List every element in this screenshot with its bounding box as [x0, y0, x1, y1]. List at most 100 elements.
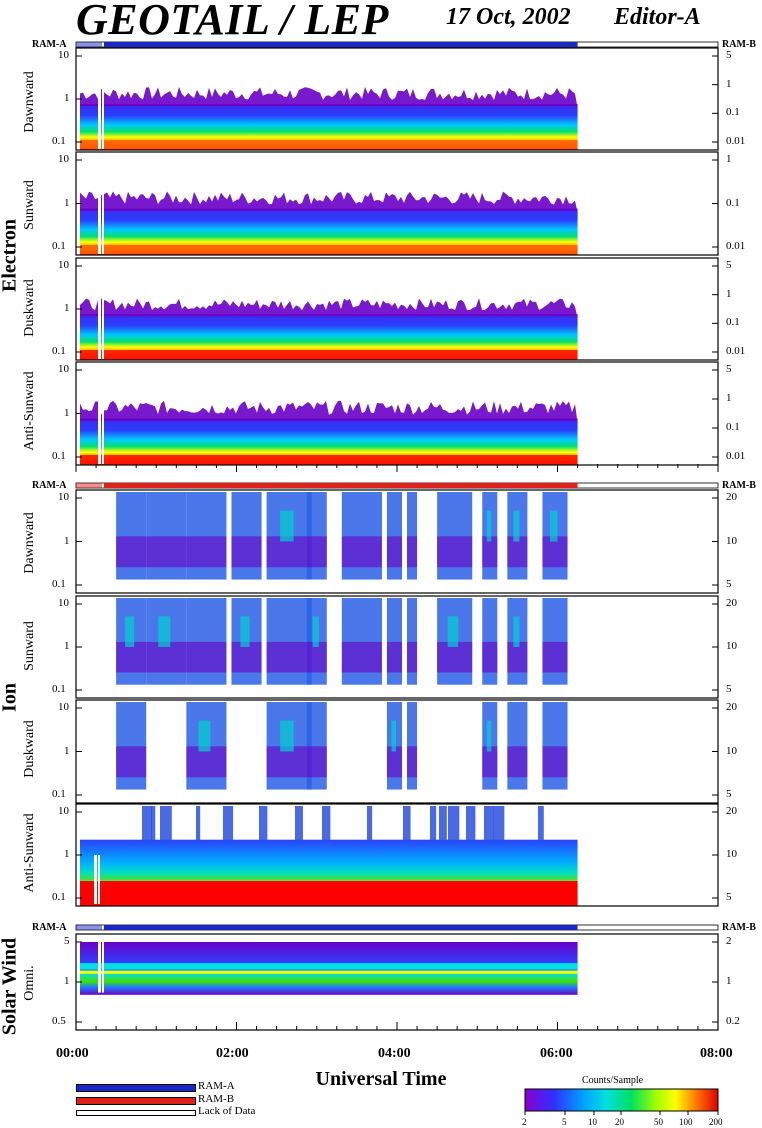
- right-tick-1-0: 1: [726, 153, 732, 165]
- ion-block-6-8: [407, 702, 418, 790]
- spike-7-430: [430, 806, 437, 842]
- spike-7-259: [259, 806, 268, 842]
- left-tick-7-2: 0.1: [52, 891, 66, 903]
- ion-block-hi-6-10: [486, 720, 492, 752]
- left-tick-8-2: 0.5: [52, 1015, 66, 1027]
- left-tick-8-0: 5: [64, 935, 70, 947]
- gap-2-0: [98, 259, 101, 359]
- left-tick-6-1: 1: [64, 744, 70, 757]
- ion-block-low-5-6: [341, 641, 382, 673]
- right-tick-4-1: 10: [726, 534, 737, 547]
- left-tick-7-1: 1: [64, 848, 70, 860]
- left-tick-5-2: 0.1: [52, 683, 66, 695]
- ion-block-hi-5-3: [240, 616, 250, 647]
- x-tick-2: 04:00: [378, 1046, 411, 1061]
- left-tick-1-1: 1: [64, 196, 70, 209]
- right-tick-4-0: 20: [726, 491, 737, 503]
- left-tick-8-1: 1: [64, 975, 70, 987]
- spike-7-151: [151, 806, 156, 842]
- right-tick-3-0: 5: [726, 363, 732, 375]
- ram-b-label-solar-wind: RAM-B: [722, 922, 756, 933]
- ion-block-hi-4-12: [549, 510, 558, 542]
- spike-7-466: [466, 806, 476, 842]
- ion-block-low-5-4: [266, 641, 312, 673]
- ion-block-low-5-8: [407, 641, 418, 673]
- right-tick-0-2: 0.1: [726, 106, 740, 119]
- legend-lack-swatch: [76, 1110, 196, 1116]
- ion-block-low-4-8: [407, 536, 418, 568]
- page-title: GEOTAIL / LEP: [76, 0, 389, 44]
- spike-7-493: [493, 806, 505, 842]
- ion-block-low-5-10: [482, 641, 498, 673]
- editor-label: Editor-A: [614, 4, 701, 30]
- ion-block-5-8: [407, 598, 418, 685]
- spike-7-448: [448, 806, 460, 842]
- ion-block-hi-6-4: [280, 720, 294, 752]
- right-tick-5-2: 5: [726, 683, 732, 695]
- ion-block-hi-5-11: [513, 616, 520, 647]
- right-tick-6-0: 20: [726, 701, 737, 713]
- ion-block-low-5-12: [542, 641, 568, 673]
- spectrum-red-2: [80, 350, 578, 359]
- right-tick-2-0: 5: [726, 259, 732, 271]
- left-tick-6-2: 0.1: [52, 788, 66, 800]
- ion-block-low-6-0: [116, 746, 147, 778]
- colorbar: [524, 1088, 719, 1112]
- ion-block-hi-5-9: [447, 616, 459, 647]
- gap-0-1: [102, 49, 104, 149]
- spectrum-red-1: [80, 245, 578, 254]
- right-tick-2-1: 1: [726, 287, 732, 300]
- left-tick-4-0: 10: [58, 491, 69, 503]
- ion-block-hi-4-10: [486, 510, 492, 542]
- colorbar-tick-0: 2: [522, 1117, 527, 1127]
- status-gap-solar-wind: [76, 925, 102, 930]
- gap-1-0: [98, 153, 101, 254]
- spike-7-223: [223, 806, 234, 842]
- status-bar-ion: [104, 483, 578, 488]
- left-tick-5-1: 1: [64, 640, 70, 652]
- spike-7-367: [367, 806, 373, 842]
- left-tick-2-1: 1: [64, 302, 70, 314]
- ion-block-low-6-5: [306, 746, 327, 778]
- left-tick-4-2: 0.1: [52, 578, 66, 590]
- x-tick-0: 00:00: [56, 1046, 89, 1061]
- ram-a-label-solar-wind: RAM-A: [32, 922, 67, 933]
- colorbar-title: Counts/Sample: [582, 1075, 644, 1086]
- ion-block-low-5-11: [507, 641, 528, 673]
- left-tick-2-2: 0.1: [52, 345, 66, 357]
- right-tick-3-1: 1: [726, 392, 732, 404]
- right-tick-7-0: 20: [726, 805, 737, 817]
- ion-block-low-4-0: [116, 536, 147, 568]
- left-tick-7-0: 10: [58, 805, 69, 817]
- right-tick-1-1: 0.1: [726, 196, 740, 209]
- gap-3-1: [102, 363, 104, 464]
- right-tick-6-1: 10: [726, 744, 737, 757]
- spike-7-142: [142, 806, 152, 842]
- right-tick-8-1: 1: [726, 975, 732, 987]
- ion-block-hi-4-11: [513, 510, 520, 542]
- right-tick-7-1: 10: [726, 848, 737, 860]
- ion-block-low-4-9: [437, 536, 473, 568]
- gap-1-1: [102, 153, 104, 254]
- ion-block-hi-6-7: [391, 720, 396, 752]
- spectrum-spikes-2: [80, 298, 578, 319]
- ion-block-low-4-1: [146, 536, 187, 568]
- ion-block-low-4-11: [507, 536, 528, 568]
- ion-block-low-4-6: [341, 536, 382, 568]
- ion-block-low-6-10: [482, 746, 498, 778]
- ion-block-hi-6-2: [198, 720, 211, 752]
- spectrum-red-0: [80, 140, 578, 149]
- left-tick-3-0: 10: [58, 363, 69, 375]
- right-tick-8-2: 0.2: [726, 1015, 740, 1027]
- ion-block-hi-5-0: [125, 616, 135, 647]
- x-tick-3: 06:00: [540, 1046, 573, 1061]
- gap-0-0: [98, 49, 101, 149]
- ram-b-label-ion: RAM-B: [722, 480, 756, 491]
- gap-3-0: [98, 363, 101, 464]
- spectrum-blue-2: [80, 316, 578, 325]
- ion-block-low-6-12: [542, 746, 568, 778]
- spectrum-peak-8: [80, 970, 578, 974]
- status-bar-solar-wind: [104, 925, 578, 930]
- legend-ram-a-swatch: [76, 1084, 196, 1092]
